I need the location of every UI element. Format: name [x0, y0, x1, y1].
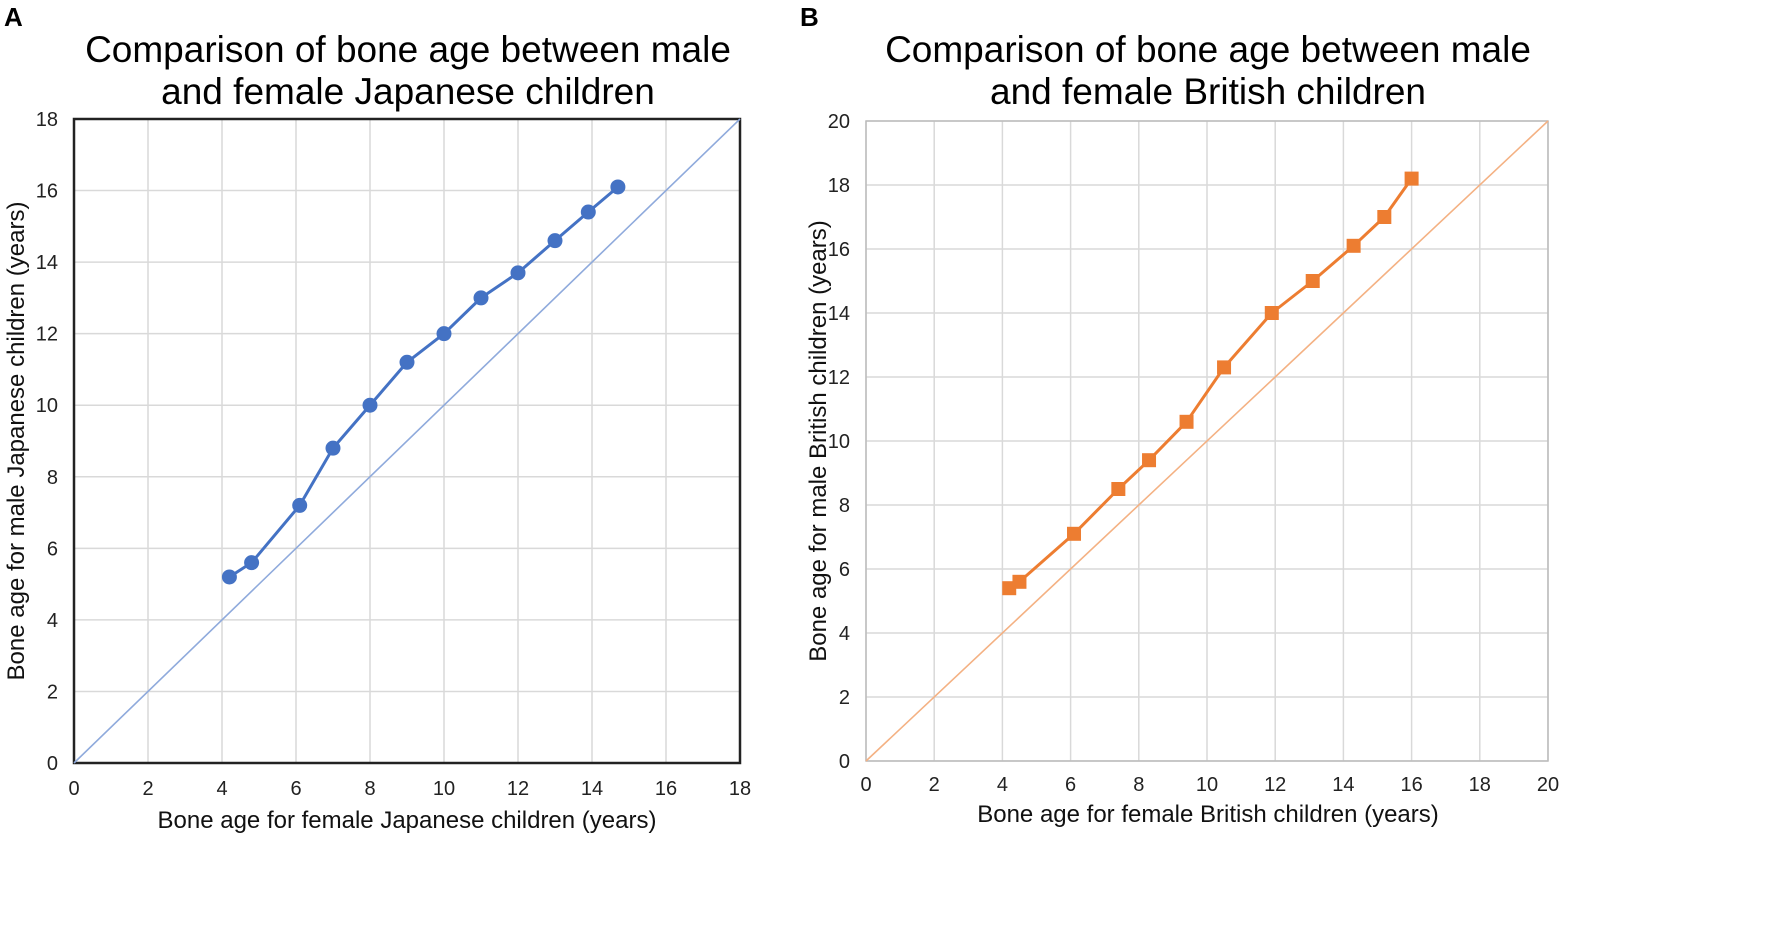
chart-b-y-tick-label-10: 20 [828, 111, 850, 133]
chart-a-data-point-5 [399, 354, 415, 370]
chart-b-data-point-2 [1067, 526, 1082, 541]
chart-a-y-tick-label-9: 18 [36, 109, 58, 131]
chart-a-y-tick-label-4: 8 [47, 467, 58, 489]
chart-a-x-tick-label-6: 12 [507, 778, 529, 800]
chart-a-reference-line [73, 118, 741, 764]
chart-b-title-line-2: and female British children [990, 71, 1426, 112]
chart-a-x-tick-label-3: 6 [290, 778, 301, 800]
chart-b-reference-line-group [865, 120, 1549, 762]
chart-a-data-point-6 [436, 326, 452, 342]
chart-b-x-tick-label-7: 14 [1332, 774, 1354, 796]
chart-b-x-tick-label-2: 4 [997, 774, 1008, 796]
chart-b-data-point-6 [1217, 360, 1232, 375]
chart-b-data-point-5 [1179, 414, 1194, 429]
chart-b-x-axis-label: Bone age for female British children (ye… [977, 801, 1439, 828]
panel-label-a: A [4, 2, 23, 32]
chart-a-data-point-11 [610, 179, 626, 195]
chart-b-y-tick-label-4: 8 [839, 495, 850, 517]
chart-a-reference-line-group [73, 118, 741, 764]
chart-b-x-tick-label-4: 8 [1133, 774, 1144, 796]
chart-b-y-ticks: 0 2 4 6 8 10 12 14 16 18 20 [828, 111, 850, 773]
chart-a-data-point-3 [325, 440, 341, 456]
chart-a-data-point-1 [244, 555, 260, 571]
chart-b-y-tick-label-9: 18 [828, 175, 850, 197]
chart-b-data-point-11 [1404, 171, 1419, 186]
chart-a-title-line-1: Comparison of bone age between male [85, 29, 731, 70]
panel-b: B Comparison of bone age between male an… [800, 2, 1559, 828]
panel-a: A Comparison of bone age between male an… [3, 2, 751, 834]
chart-b-x-ticks: 0 2 4 6 8 10 12 14 16 18 20 [860, 774, 1559, 796]
chart-b-plot-frame [865, 120, 1549, 762]
chart-a-y-tick-label-6: 12 [36, 324, 58, 346]
chart-b-data-point-10 [1377, 210, 1392, 224]
chart-a-data-point-0 [221, 569, 237, 585]
chart-a-title-line-2: and female Japanese children [161, 71, 655, 112]
chart-a-data-point-8 [510, 265, 526, 281]
chart-b-data-point-3 [1111, 482, 1126, 496]
chart-a-x-tick-label-7: 14 [581, 778, 603, 800]
chart-b-y-tick-label-7: 14 [828, 303, 850, 325]
chart-a-x-tick-label-5: 10 [433, 778, 455, 800]
chart-b-x-tick-label-6: 12 [1264, 774, 1286, 796]
chart-a-data-point-10 [580, 204, 596, 220]
chart-b-x-tick-label-1: 2 [929, 774, 940, 796]
chart-b-y-axis-label: Bone age for male British children (year… [805, 220, 832, 662]
chart-a-y-tick-label-5: 10 [36, 395, 58, 417]
chart-a-x-tick-label-9: 18 [729, 778, 751, 800]
chart-a-data-point-9 [547, 233, 563, 249]
panel-label-b: B [800, 2, 819, 32]
chart-a-y-tick-label-2: 4 [47, 610, 58, 632]
chart-b-series [1002, 171, 1419, 596]
chart-a-y-ticks: 0 2 4 6 8 10 12 14 16 18 [36, 109, 58, 775]
chart-a-x-tick-label-1: 2 [142, 778, 153, 800]
chart-b-x-tick-label-5: 10 [1196, 774, 1218, 796]
chart-a-data-point-7 [473, 290, 489, 306]
chart-a-x-ticks: 0 2 4 6 8 10 12 14 16 18 [68, 778, 751, 800]
chart-b-reference-line [865, 120, 1549, 762]
chart-b-y-tick-label-1: 2 [839, 687, 850, 709]
chart-b-x-tick-label-9: 18 [1469, 774, 1491, 796]
chart-b-y-tick-label-5: 10 [828, 431, 850, 453]
chart-a-x-tick-label-2: 4 [216, 778, 227, 800]
chart-a-y-tick-label-7: 14 [36, 252, 58, 274]
chart-b-data-point-1 [1012, 574, 1027, 589]
chart-a-y-tick-label-8: 16 [36, 181, 58, 203]
chart-a-plot-frame [72, 117, 742, 765]
chart-b-x-tick-label-3: 6 [1065, 774, 1076, 796]
chart-b-data-point-4 [1142, 453, 1157, 468]
chart-a-series [221, 179, 626, 585]
chart-b-y-tick-label-6: 12 [828, 367, 850, 389]
chart-b-y-tick-label-3: 6 [839, 559, 850, 581]
chart-b-y-tick-label-0: 0 [839, 751, 850, 773]
chart-b-x-tick-label-10: 20 [1537, 774, 1559, 796]
chart-b-y-tick-label-2: 4 [839, 623, 850, 645]
chart-a-data-point-2 [292, 497, 308, 513]
chart-a-data-point-4 [362, 397, 378, 413]
chart-a-y-tick-label-3: 6 [47, 538, 58, 560]
chart-a-x-tick-label-0: 0 [68, 778, 79, 800]
chart-a-x-tick-label-8: 16 [655, 778, 677, 800]
chart-a-x-axis-label: Bone age for female Japanese children (y… [158, 807, 657, 834]
chart-b-x-tick-label-8: 16 [1400, 774, 1422, 796]
chart-b-data-point-7 [1264, 306, 1279, 320]
chart-b-data-point-8 [1305, 274, 1320, 288]
chart-b-data-point-9 [1346, 238, 1361, 253]
chart-a-y-tick-label-0: 0 [47, 753, 58, 775]
chart-b-y-tick-label-8: 16 [828, 239, 850, 261]
chart-a-y-tick-label-1: 2 [47, 681, 58, 703]
chart-b-title-line-1: Comparison of bone age between male [885, 29, 1531, 70]
chart-a-x-tick-label-4: 8 [364, 778, 375, 800]
chart-a-y-axis-label: Bone age for male Japanese children (yea… [3, 202, 30, 681]
chart-b-x-tick-label-0: 0 [860, 774, 871, 796]
